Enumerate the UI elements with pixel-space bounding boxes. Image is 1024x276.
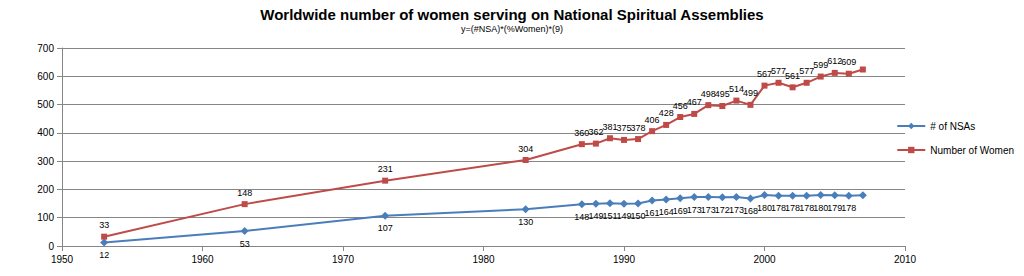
svg-text:567: 567 xyxy=(757,69,772,79)
svg-text:375: 375 xyxy=(616,123,631,133)
svg-text:378: 378 xyxy=(631,123,646,133)
svg-text:500: 500 xyxy=(37,99,54,110)
svg-text:2010: 2010 xyxy=(894,254,917,265)
svg-text:0: 0 xyxy=(48,241,54,252)
svg-text:428: 428 xyxy=(659,108,674,118)
svg-text:180: 180 xyxy=(757,203,772,213)
svg-text:609: 609 xyxy=(841,57,856,67)
svg-text:178: 178 xyxy=(785,203,800,213)
svg-text:700: 700 xyxy=(37,43,54,54)
svg-text:360: 360 xyxy=(574,128,589,138)
svg-text:304: 304 xyxy=(518,144,533,154)
svg-text:495: 495 xyxy=(715,89,730,99)
svg-text:577: 577 xyxy=(771,66,786,76)
svg-text:# of NSAs: # of NSAs xyxy=(930,121,975,132)
svg-text:12: 12 xyxy=(99,250,109,260)
svg-text:381: 381 xyxy=(602,122,617,132)
svg-text:149: 149 xyxy=(588,211,603,221)
svg-text:600: 600 xyxy=(37,71,54,82)
svg-text:178: 178 xyxy=(799,203,814,213)
svg-text:456: 456 xyxy=(673,101,688,111)
svg-text:180: 180 xyxy=(813,203,828,213)
svg-text:148: 148 xyxy=(574,212,589,222)
svg-text:178: 178 xyxy=(841,203,856,213)
svg-text:178: 178 xyxy=(771,203,786,213)
svg-text:172: 172 xyxy=(715,205,730,215)
svg-text:2000: 2000 xyxy=(753,254,776,265)
svg-text:231: 231 xyxy=(378,164,393,174)
svg-text:168: 168 xyxy=(743,206,758,216)
svg-text:300: 300 xyxy=(37,156,54,167)
svg-text:1990: 1990 xyxy=(613,254,636,265)
svg-text:1960: 1960 xyxy=(191,254,214,265)
svg-text:150: 150 xyxy=(631,211,646,221)
svg-text:467: 467 xyxy=(687,97,702,107)
svg-text:1950: 1950 xyxy=(51,254,74,265)
svg-text:498: 498 xyxy=(701,89,716,99)
svg-text:200: 200 xyxy=(37,184,54,195)
svg-text:100: 100 xyxy=(37,212,54,223)
svg-text:1980: 1980 xyxy=(472,254,495,265)
svg-text:151: 151 xyxy=(602,211,617,221)
svg-text:514: 514 xyxy=(729,84,744,94)
svg-text:Number of Women: Number of Women xyxy=(930,145,1014,156)
svg-text:164: 164 xyxy=(659,207,674,217)
svg-text:499: 499 xyxy=(743,88,758,98)
svg-text:577: 577 xyxy=(799,66,814,76)
svg-text:362: 362 xyxy=(588,127,603,137)
svg-text:179: 179 xyxy=(827,203,842,213)
svg-text:130: 130 xyxy=(518,217,533,227)
svg-text:173: 173 xyxy=(729,205,744,215)
svg-text:169: 169 xyxy=(673,206,688,216)
svg-text:400: 400 xyxy=(37,127,54,138)
svg-text:161: 161 xyxy=(645,208,660,218)
svg-text:Worldwide number of women serv: Worldwide number of women serving on Nat… xyxy=(260,6,763,23)
svg-text:1970: 1970 xyxy=(332,254,355,265)
svg-text:406: 406 xyxy=(645,115,660,125)
svg-text:y=(#NSA)*(%Women)*(9): y=(#NSA)*(%Women)*(9) xyxy=(461,24,563,34)
svg-text:53: 53 xyxy=(240,239,250,249)
svg-text:149: 149 xyxy=(616,211,631,221)
svg-text:173: 173 xyxy=(687,205,702,215)
svg-text:599: 599 xyxy=(813,60,828,70)
svg-text:173: 173 xyxy=(701,205,716,215)
svg-text:33: 33 xyxy=(99,220,109,230)
svg-text:148: 148 xyxy=(237,188,252,198)
svg-text:561: 561 xyxy=(785,71,800,81)
svg-text:107: 107 xyxy=(378,223,393,233)
svg-text:612: 612 xyxy=(827,56,842,66)
